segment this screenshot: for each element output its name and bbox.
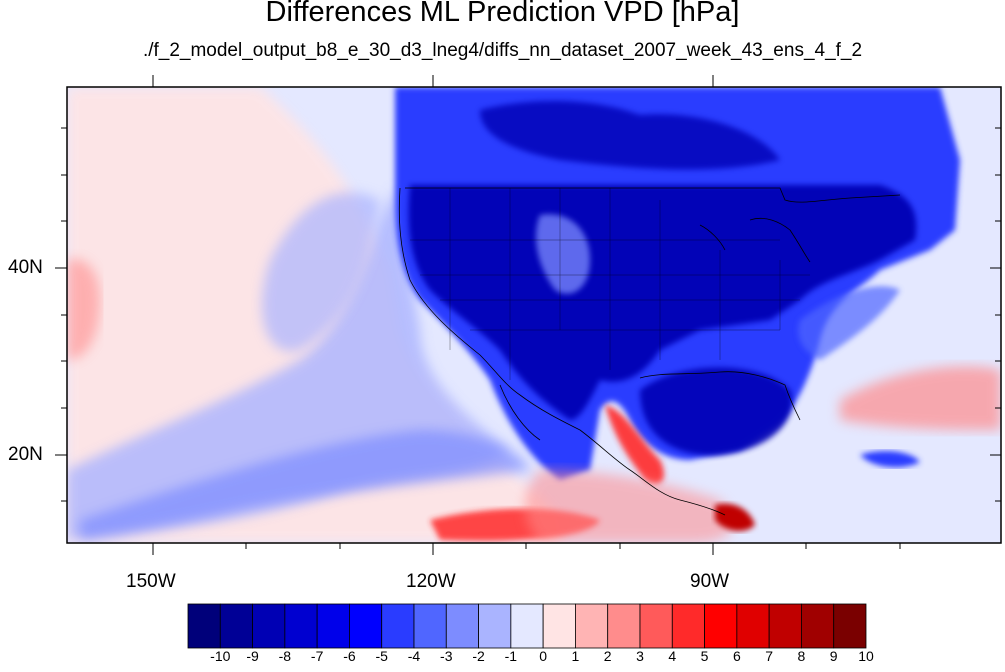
lat-label-20n: 20N <box>8 444 43 465</box>
north-canada-deep-blue <box>480 100 780 170</box>
atlantic-light-red <box>840 366 1001 430</box>
colorbar-tick-label: 1 <box>571 648 580 664</box>
colorbar-swatch <box>252 603 286 649</box>
colorbar-swatch <box>187 603 221 649</box>
colorbar-tick-label: 7 <box>765 648 774 664</box>
colorbar-tick-label: -7 <box>310 648 324 664</box>
colorbar-tick-label: -5 <box>375 648 388 664</box>
colorbar-tick-label: -8 <box>278 648 292 664</box>
colorbar-swatch <box>768 603 802 649</box>
lon-label-150w: 150W <box>126 571 176 592</box>
rockies-light-patch <box>535 214 590 294</box>
colorbar-tick-label: 6 <box>732 648 741 664</box>
colorbar-swatch <box>575 603 609 649</box>
colorbar-tick-label: 0 <box>539 648 548 664</box>
colorbar-tick-label: 10 <box>858 648 874 664</box>
colorbar-tick-label: -2 <box>472 648 485 664</box>
colorbar <box>187 603 867 649</box>
mexico-red-strip <box>605 405 665 484</box>
colorbar-swatch <box>542 603 576 649</box>
colorbar-tick-label: -4 <box>407 648 421 664</box>
atlantic-blue-plume <box>798 286 900 360</box>
colorbar-swatch <box>671 603 705 649</box>
colorbar-tick-label: -10 <box>210 648 231 664</box>
pacific-lower-blue-band <box>80 430 530 540</box>
colorbar-swatch <box>639 603 673 649</box>
vpd-difference-field <box>67 87 1001 543</box>
colorbar-tick-label: 4 <box>668 648 677 664</box>
pacific-light-red-zone <box>525 470 734 543</box>
axis-ticks <box>55 75 1001 555</box>
colorbar-swatch <box>510 603 544 649</box>
colorbar-swatch <box>833 603 867 649</box>
colorbar-swatch <box>413 603 447 649</box>
plot-title: Differences ML Prediction VPD [hPa] <box>265 0 740 28</box>
colorbar-swatch <box>478 603 512 649</box>
colorbar-tick-label: -6 <box>343 648 356 664</box>
pacific-blue-patch <box>261 192 380 352</box>
east-pacific-light-red <box>67 259 100 360</box>
colorbar-swatch <box>607 603 641 649</box>
plot-subtitle: ./f_2_model_output_b8_e_30_d3_lneg4/diff… <box>142 40 863 61</box>
colorbar-swatch <box>284 603 318 649</box>
caribbean-blue-patch <box>860 450 920 468</box>
colorbar-tick-label: 9 <box>829 648 838 664</box>
lat-label-40n: 40N <box>8 257 43 278</box>
colorbar-swatch <box>704 603 738 649</box>
continent-deep-blue <box>408 185 917 420</box>
colorbar-tick-label: 5 <box>700 648 709 664</box>
colorbar-swatch <box>219 603 253 649</box>
colorbar-swatch <box>801 603 835 649</box>
colorbar-swatch <box>349 603 383 649</box>
lon-label-120w: 120W <box>406 571 456 592</box>
coastlines <box>398 187 901 516</box>
colorbar-swatch <box>381 603 415 649</box>
state-borders <box>410 188 810 380</box>
colorbar-swatch <box>316 603 350 649</box>
colorbar-tick-label: -3 <box>440 648 453 664</box>
colorbar-tick-label: -9 <box>246 648 259 664</box>
colorbar-swatch <box>445 603 479 649</box>
colorbar-swatch <box>736 603 770 649</box>
gulf-of-mexico-blue <box>640 367 792 456</box>
central-america-red <box>715 503 755 532</box>
lon-label-90w: 90W <box>690 571 730 592</box>
colorbar-tick-label: 8 <box>797 648 806 664</box>
colorbar-tick-label: -1 <box>504 648 518 664</box>
colorbar-tick-label: 3 <box>636 648 644 664</box>
colorbar-tick-label: 2 <box>603 648 612 664</box>
